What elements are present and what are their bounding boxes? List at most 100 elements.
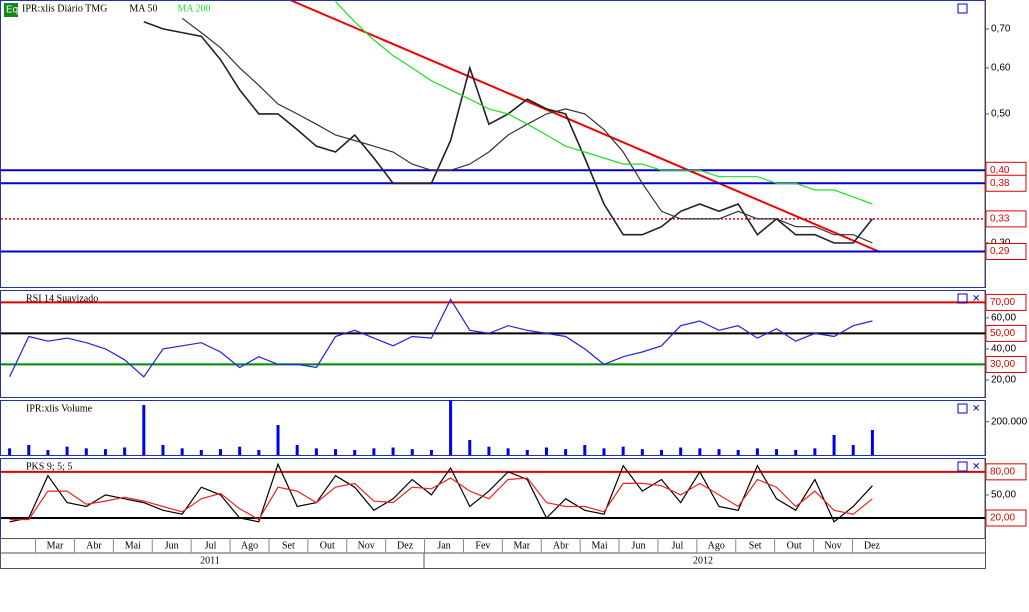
x-tick-label: Jul <box>205 540 217 551</box>
volume-bar <box>103 449 107 455</box>
volume-bar <box>142 405 146 455</box>
x-tick-label: Dez <box>397 540 414 551</box>
volume-bar <box>525 450 529 455</box>
legend-entry[interactable]: MA 200 <box>177 3 210 14</box>
panel-title: RSI 14 Suavizado <box>26 293 98 304</box>
x-tick-label: Mar <box>47 540 64 551</box>
volume-bar <box>870 430 874 455</box>
panel-maximize[interactable] <box>957 461 968 472</box>
x-tick-label: Set <box>749 540 762 551</box>
year-label: 2011 <box>200 555 220 566</box>
volume-bar <box>717 449 721 455</box>
x-tick-label: Mai <box>125 540 141 551</box>
panel-maximize[interactable] <box>957 403 968 414</box>
volume-bar <box>449 400 453 455</box>
x-tick-label: Nov <box>824 540 841 551</box>
x-tick-label: Jun <box>632 540 646 551</box>
eq-icon-label: Eq <box>6 5 18 16</box>
legend-entry[interactable]: MA 50 <box>129 3 157 14</box>
panel-maximize[interactable] <box>957 3 968 14</box>
x-tick-label: Abr <box>553 540 569 551</box>
volume-bar <box>372 448 376 455</box>
volume-bar <box>27 445 31 455</box>
eq-icon[interactable] <box>4 3 18 17</box>
level-label-box <box>985 293 1027 311</box>
panel-title: IPR:xlis Diário TMG <box>22 3 107 14</box>
volume-bar <box>736 450 740 455</box>
x-tick-label: Ago <box>241 540 258 551</box>
x-tick-label: Dez <box>864 540 881 551</box>
level-label: 0,33 <box>990 214 1010 225</box>
y-tick-label: 0,60 <box>991 63 1011 74</box>
level-label-box <box>985 243 1027 261</box>
volume-bar <box>238 446 242 455</box>
volume-bar <box>314 448 318 455</box>
level-label: 0,40 <box>990 165 1010 176</box>
volume-bar <box>487 446 491 455</box>
year-label: 2012 <box>693 555 713 566</box>
panel-title: IPR:xlis Volume <box>26 403 93 414</box>
volume-bar <box>391 447 395 455</box>
panel-close[interactable]: ✕ <box>972 294 980 305</box>
volume-bar <box>832 435 836 455</box>
volume-bar <box>429 450 433 455</box>
volume-bar <box>851 445 855 455</box>
x-tick-label: Mar <box>513 540 530 551</box>
volume-bar <box>65 446 69 455</box>
volume-bar <box>602 448 606 455</box>
y-tick-label: 200.000 <box>991 416 1028 427</box>
level-label: 30,00 <box>990 359 1015 370</box>
volume-bar <box>295 445 299 455</box>
level-label-box <box>985 355 1027 373</box>
level-label: 80,00 <box>990 466 1015 477</box>
volume-bar <box>698 448 702 455</box>
volume-bar <box>123 447 127 455</box>
level-label-box <box>985 463 1027 481</box>
volume-bar <box>564 449 568 455</box>
x-tick-label: Out <box>787 540 802 551</box>
series-line <box>9 298 873 378</box>
x-tick-label: Jun <box>165 540 179 551</box>
volume-bar <box>640 449 644 455</box>
series-line <box>9 477 873 521</box>
volume-bar <box>506 448 510 455</box>
panel-close[interactable]: ✕ <box>972 462 980 473</box>
volume-bar <box>468 440 472 455</box>
y-tick-label: 20,00 <box>991 375 1016 386</box>
series-line <box>9 462 873 523</box>
series-line <box>335 1 873 205</box>
panel-maximize[interactable] <box>957 293 968 304</box>
level-label: 70,00 <box>990 297 1015 308</box>
volume-bar <box>794 450 798 455</box>
volume-bar <box>679 447 683 455</box>
level-label: 20,00 <box>990 513 1015 524</box>
level-label-box <box>985 174 1027 192</box>
y-tick-label: 0,70 <box>991 24 1011 35</box>
x-tick-label: Jul <box>672 540 684 551</box>
volume-bar <box>353 450 357 455</box>
level-label: 50,00 <box>990 328 1015 339</box>
volume-bar <box>660 450 663 455</box>
level-label-box <box>985 509 1027 527</box>
volume-bar <box>8 448 12 455</box>
volume-bar <box>813 448 817 455</box>
x-tick-label: Fev <box>475 540 490 551</box>
panel-close[interactable]: ✕ <box>972 404 980 415</box>
x-tick-label: Jan <box>437 540 450 551</box>
volume-bar <box>410 449 414 455</box>
volume-bar <box>257 450 261 455</box>
volume-bar <box>583 445 587 455</box>
volume-bar <box>199 450 203 455</box>
volume-bar <box>544 447 548 455</box>
level-label-box <box>985 210 1027 228</box>
volume-bar <box>180 448 184 455</box>
panel-title: PKS 9; 5; 5 <box>26 461 72 472</box>
volume-bar <box>621 446 625 455</box>
y-tick-label: 60,00 <box>991 313 1016 324</box>
volume-bar <box>161 445 165 455</box>
volume-bar <box>755 448 759 455</box>
y-tick-label: 50,00 <box>991 490 1016 501</box>
